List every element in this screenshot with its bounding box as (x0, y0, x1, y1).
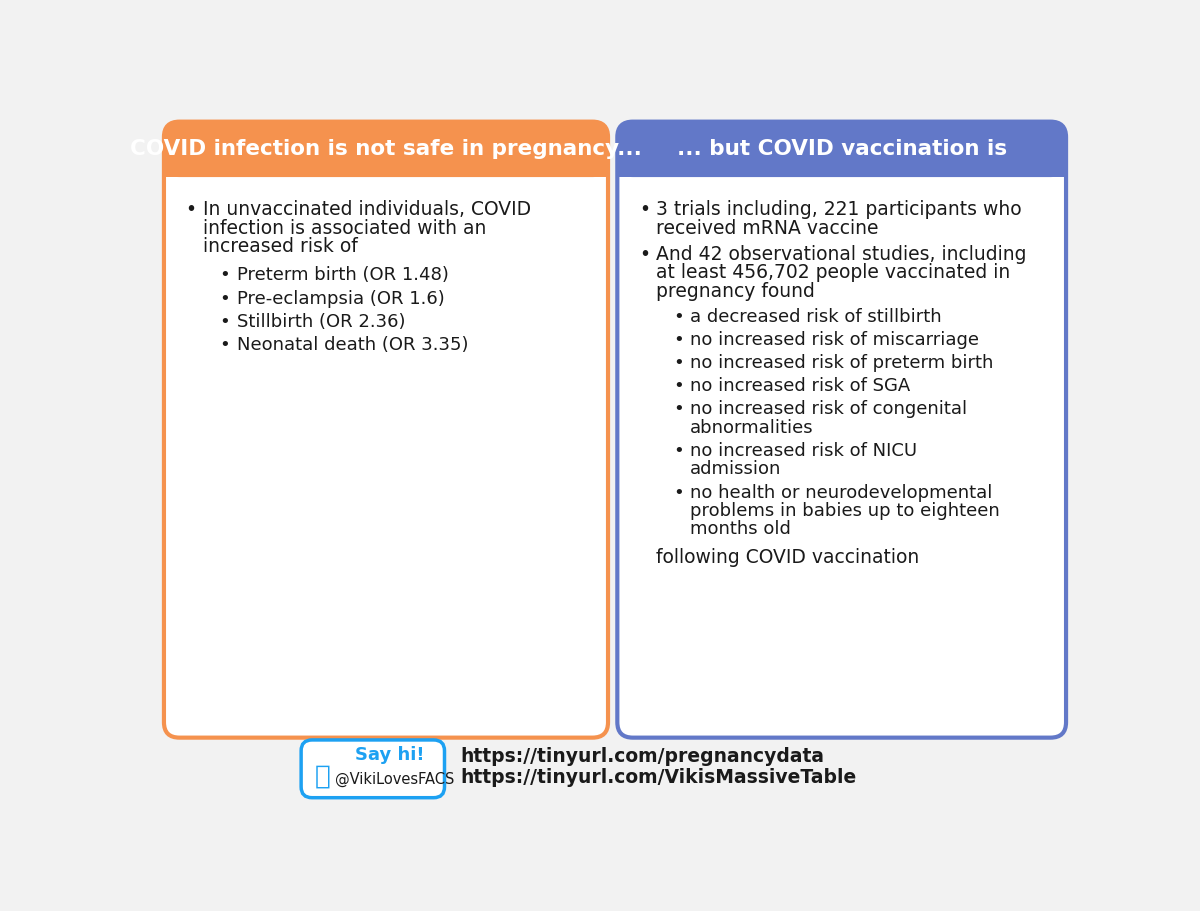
Text: no increased risk of NICU: no increased risk of NICU (690, 442, 917, 460)
Text: https://tinyurl.com/VikisMassiveTable: https://tinyurl.com/VikisMassiveTable (460, 768, 857, 787)
Text: pregnancy found: pregnancy found (656, 281, 815, 301)
Text: •: • (673, 331, 684, 349)
FancyBboxPatch shape (164, 122, 608, 177)
Text: •: • (673, 400, 684, 418)
Text: •: • (640, 200, 650, 220)
Text: increased risk of: increased risk of (203, 237, 358, 256)
Text: •: • (186, 200, 197, 220)
FancyBboxPatch shape (301, 740, 444, 798)
Text: problems in babies up to eighteen: problems in babies up to eighteen (690, 502, 1000, 520)
Text: 3 trials including, 221 participants who: 3 trials including, 221 participants who (656, 200, 1021, 220)
Text: Stillbirth (OR 2.36): Stillbirth (OR 2.36) (236, 312, 406, 331)
Text: COVID infection is not safe in pregnancy...: COVID infection is not safe in pregnancy… (130, 139, 642, 159)
Text: •: • (640, 245, 650, 264)
Text: •: • (220, 266, 230, 284)
FancyBboxPatch shape (617, 122, 1066, 738)
Text: •: • (673, 442, 684, 460)
Bar (164, 137, 608, 177)
Text: infection is associated with an: infection is associated with an (203, 219, 486, 238)
Text: no increased risk of SGA: no increased risk of SGA (690, 377, 911, 395)
Text: Say hi!: Say hi! (355, 746, 425, 764)
FancyBboxPatch shape (164, 122, 608, 738)
Text: no health or neurodevelopmental: no health or neurodevelopmental (690, 484, 992, 502)
Text: 🐦: 🐦 (314, 763, 331, 789)
Text: no increased risk of congenital: no increased risk of congenital (690, 400, 967, 418)
Text: Neonatal death (OR 3.35): Neonatal death (OR 3.35) (236, 335, 468, 353)
Text: https://tinyurl.com/pregnancydata: https://tinyurl.com/pregnancydata (460, 747, 824, 765)
Text: ... but COVID vaccination is: ... but COVID vaccination is (677, 139, 1007, 159)
Text: Preterm birth (OR 1.48): Preterm birth (OR 1.48) (236, 266, 449, 284)
Text: •: • (220, 335, 230, 353)
Text: @VikiLovesFACS: @VikiLovesFACS (335, 772, 454, 787)
Text: admission: admission (690, 460, 781, 478)
Text: And 42 observational studies, including: And 42 observational studies, including (656, 245, 1026, 264)
Text: months old: months old (690, 520, 791, 538)
Text: •: • (673, 484, 684, 502)
Text: received mRNA vaccine: received mRNA vaccine (656, 219, 878, 238)
Text: •: • (220, 290, 230, 308)
Text: at least 456,702 people vaccinated in: at least 456,702 people vaccinated in (656, 263, 1010, 282)
Text: In unvaccinated individuals, COVID: In unvaccinated individuals, COVID (203, 200, 530, 220)
Text: following COVID vaccination: following COVID vaccination (656, 548, 919, 568)
Text: •: • (673, 354, 684, 373)
Text: •: • (220, 312, 230, 331)
Text: abnormalities: abnormalities (690, 419, 814, 437)
FancyBboxPatch shape (617, 122, 1066, 177)
Text: Pre-eclampsia (OR 1.6): Pre-eclampsia (OR 1.6) (236, 290, 444, 308)
Text: •: • (673, 308, 684, 326)
Text: no increased risk of miscarriage: no increased risk of miscarriage (690, 331, 979, 349)
Bar (617, 137, 1066, 177)
Text: a decreased risk of stillbirth: a decreased risk of stillbirth (690, 308, 942, 326)
Text: no increased risk of preterm birth: no increased risk of preterm birth (690, 354, 994, 373)
Text: •: • (673, 377, 684, 395)
